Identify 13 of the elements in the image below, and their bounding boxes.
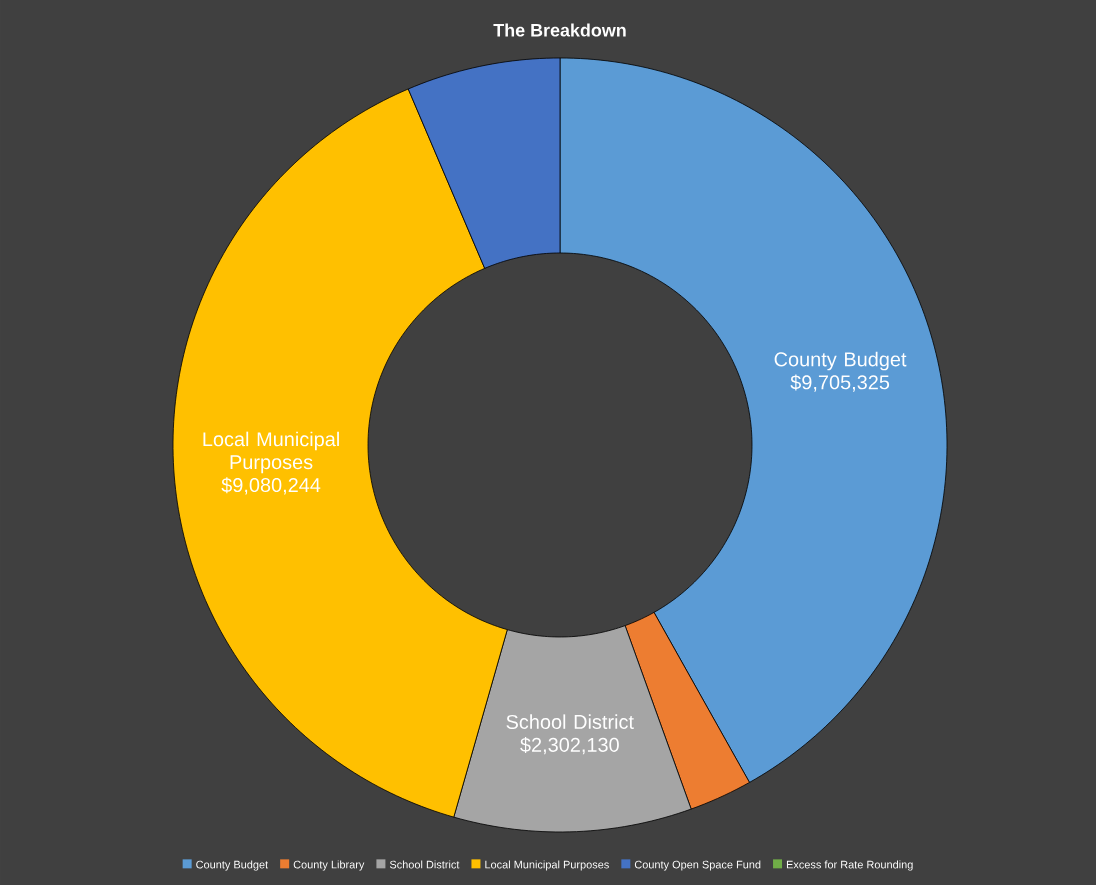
legend-label: County Open Space Fund — [634, 860, 761, 871]
slice-label: County Budget — [774, 351, 907, 371]
legend-label: Local Municipal Purposes — [485, 860, 609, 871]
legend-label: County Library — [293, 860, 365, 871]
chart-title: The Breakdown — [493, 23, 626, 37]
legend-label: County Budget — [196, 860, 269, 871]
slice-label: Local Municipal Purposes — [203, 431, 339, 474]
legend-label: Excess for Rate Rounding — [786, 860, 913, 871]
data-label: $9,705,325 — [790, 374, 890, 392]
data-label: $9,080,244 — [221, 477, 321, 495]
legend-label: School District — [389, 860, 460, 869]
slice-label: School District — [506, 714, 634, 729]
data-label: $2,302,130 — [520, 736, 619, 755]
